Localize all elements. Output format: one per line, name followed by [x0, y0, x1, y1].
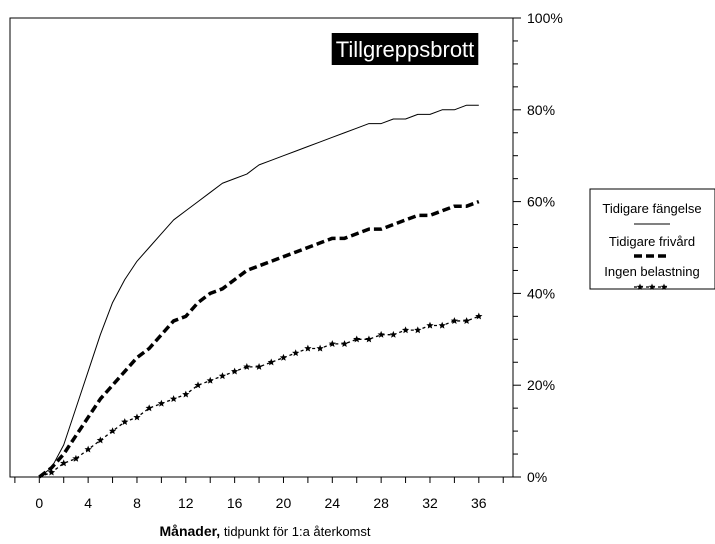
x-tick-label: 8: [133, 495, 141, 511]
x-tick-label: 20: [276, 495, 292, 511]
series-line: [38, 104, 479, 478]
data-point: [365, 335, 373, 343]
data-point: [121, 418, 129, 425]
data-point: [450, 317, 459, 325]
x-tick-label: 24: [325, 495, 341, 511]
data-point: [401, 326, 410, 334]
y-tick-label: 100%: [527, 10, 563, 26]
title-text: Tillgreppsbrott: [336, 37, 475, 62]
y-tick-label: 60%: [527, 194, 555, 210]
y-tick-label: 80%: [527, 102, 555, 118]
data-point: [426, 321, 434, 329]
legend: Tidigare fängelse Tidigare frivård Ingen b…: [589, 188, 715, 290]
data-point: [316, 344, 324, 352]
data-point: [267, 358, 275, 366]
x-tick-label: 36: [471, 495, 487, 511]
data-point: [304, 344, 312, 352]
x-axis-label: Månader, tidpunkt för 1:a återkomst: [160, 523, 371, 539]
y-tick-label: 20%: [527, 377, 555, 393]
legend-marker: [648, 283, 656, 290]
y-tick-label: 0%: [527, 469, 547, 485]
data-point: [96, 436, 104, 444]
x-tick-label: 32: [422, 495, 438, 511]
data-point: [182, 390, 190, 398]
series-2: [38, 199, 480, 479]
data-point: [72, 454, 80, 462]
data-point: [377, 330, 385, 338]
legend-marker: [636, 283, 644, 290]
data-point: [462, 317, 471, 325]
data-point: [108, 427, 117, 435]
series-3: [39, 312, 483, 478]
x-tick-label: 12: [178, 495, 194, 511]
data-point: [60, 459, 68, 467]
svg-text:Månader, tidpunkt för 1:a åter: Månader, tidpunkt för 1:a återkomst: [160, 523, 371, 539]
plot-frame: [9, 17, 514, 478]
legend-label: Tidigare frivård: [609, 234, 695, 249]
data-point: [145, 404, 153, 412]
y-tick-label: 40%: [527, 285, 555, 301]
legend-marker: [660, 283, 668, 290]
data-point: [133, 413, 141, 421]
data-point: [389, 330, 397, 338]
series-1: [38, 104, 479, 478]
data-point: [218, 372, 227, 380]
series-line: [38, 199, 480, 479]
data-point: [157, 399, 165, 407]
axes: 0 4 8 12 16 20 24 28 32 36 0% 20% 40% 60% 80% 100%: [9, 10, 563, 511]
legend-label: Ingen belastning: [604, 264, 699, 279]
x-axis-label-bold: Månader,: [160, 523, 221, 539]
x-tick-label: 0: [35, 495, 43, 511]
series-line: [39, 315, 480, 478]
data-point: [414, 326, 422, 334]
data-point: [231, 367, 239, 375]
data-point: [194, 381, 202, 389]
data-point: [47, 468, 56, 476]
x-tick-label: 4: [84, 495, 92, 511]
legend-box: [589, 188, 715, 290]
data-point: [243, 363, 251, 370]
data-point: [279, 353, 288, 361]
data-point: [292, 349, 300, 357]
data-point: [438, 321, 446, 329]
data-point: [340, 340, 349, 347]
legend-label: Tidigare fängelse: [602, 201, 701, 216]
x-tick-label: 28: [373, 495, 389, 511]
data-point: [206, 376, 214, 384]
data-point: [255, 363, 263, 370]
data-point: [353, 335, 361, 343]
x-tick-label: 16: [227, 495, 243, 511]
series-group: [38, 104, 483, 479]
data-point: [328, 340, 336, 347]
data-point: [475, 312, 483, 320]
x-axis-label-rest: tidpunkt för 1:a återkomst: [220, 524, 371, 539]
data-point: [84, 445, 92, 453]
data-point: [169, 395, 178, 403]
chart-title: Tillgreppsbrott: [331, 33, 479, 65]
title-background: [331, 33, 479, 65]
